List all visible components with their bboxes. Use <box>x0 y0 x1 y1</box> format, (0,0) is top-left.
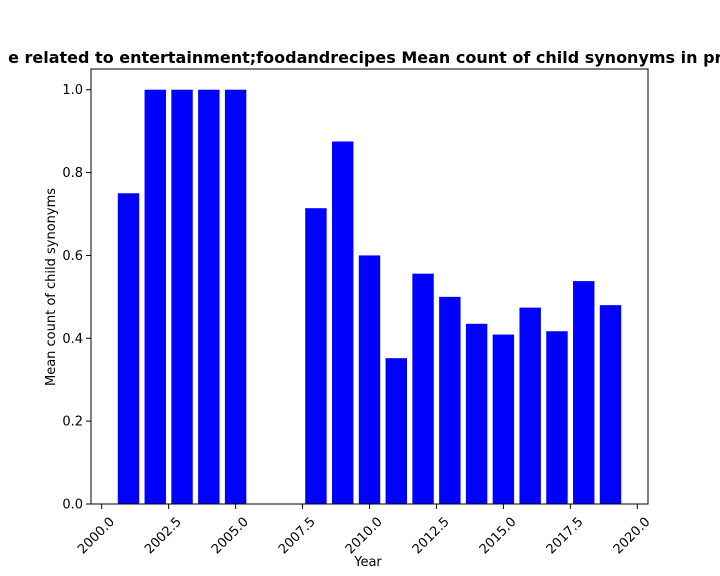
bar-2018 <box>573 281 595 504</box>
x-tick-label: 2005.0 <box>209 515 252 558</box>
x-tick-label: 2015.0 <box>477 515 520 558</box>
bar-2014 <box>465 323 488 504</box>
bar-2003 <box>171 89 193 504</box>
y-tick-label: 0.2 <box>62 415 83 430</box>
bar-2015 <box>492 334 515 504</box>
x-axis: 2000.0 2002.5 2005.0 2007.5 2010.0 2012.5 2015… <box>75 504 653 557</box>
chart-title: e related to entertainment;foodandrecipe… <box>8 48 720 67</box>
bar-2002 <box>144 89 166 504</box>
bar-2009 <box>332 141 354 504</box>
bar-2012 <box>412 273 434 504</box>
x-tick-label: 2017.5 <box>544 515 587 558</box>
bar-2010 <box>358 255 381 504</box>
bar-2005 <box>224 89 247 504</box>
bar-2013 <box>439 296 461 504</box>
x-tick-label: 2002.5 <box>142 515 185 558</box>
x-tick-label: 2010.0 <box>343 515 386 558</box>
y-tick-label: 0.8 <box>62 166 83 181</box>
y-tick-label: 0.4 <box>62 332 83 347</box>
x-tick-label: 2020.0 <box>611 515 654 558</box>
bar-2011 <box>385 358 407 504</box>
y-axis: 0.0 0.2 0.4 0.6 0.8 1.0 <box>62 83 91 513</box>
y-axis-label: Mean count of child synonyms <box>44 188 59 386</box>
bar-2008 <box>305 208 327 504</box>
x-tick-label: 2007.5 <box>276 515 319 558</box>
x-axis-label: Year <box>353 555 382 570</box>
bar-2017 <box>546 331 568 504</box>
bar-2001 <box>117 193 140 505</box>
bar-2016 <box>519 307 541 504</box>
y-tick-label: 0.0 <box>62 498 83 513</box>
x-tick-label: 2012.5 <box>410 515 453 558</box>
bars-group <box>117 89 622 505</box>
y-tick-label: 1.0 <box>62 83 83 98</box>
x-tick-label: 2000.0 <box>75 515 118 558</box>
y-tick-label: 0.6 <box>62 249 83 264</box>
bar-2004 <box>198 89 220 504</box>
bar-2019 <box>599 305 622 504</box>
